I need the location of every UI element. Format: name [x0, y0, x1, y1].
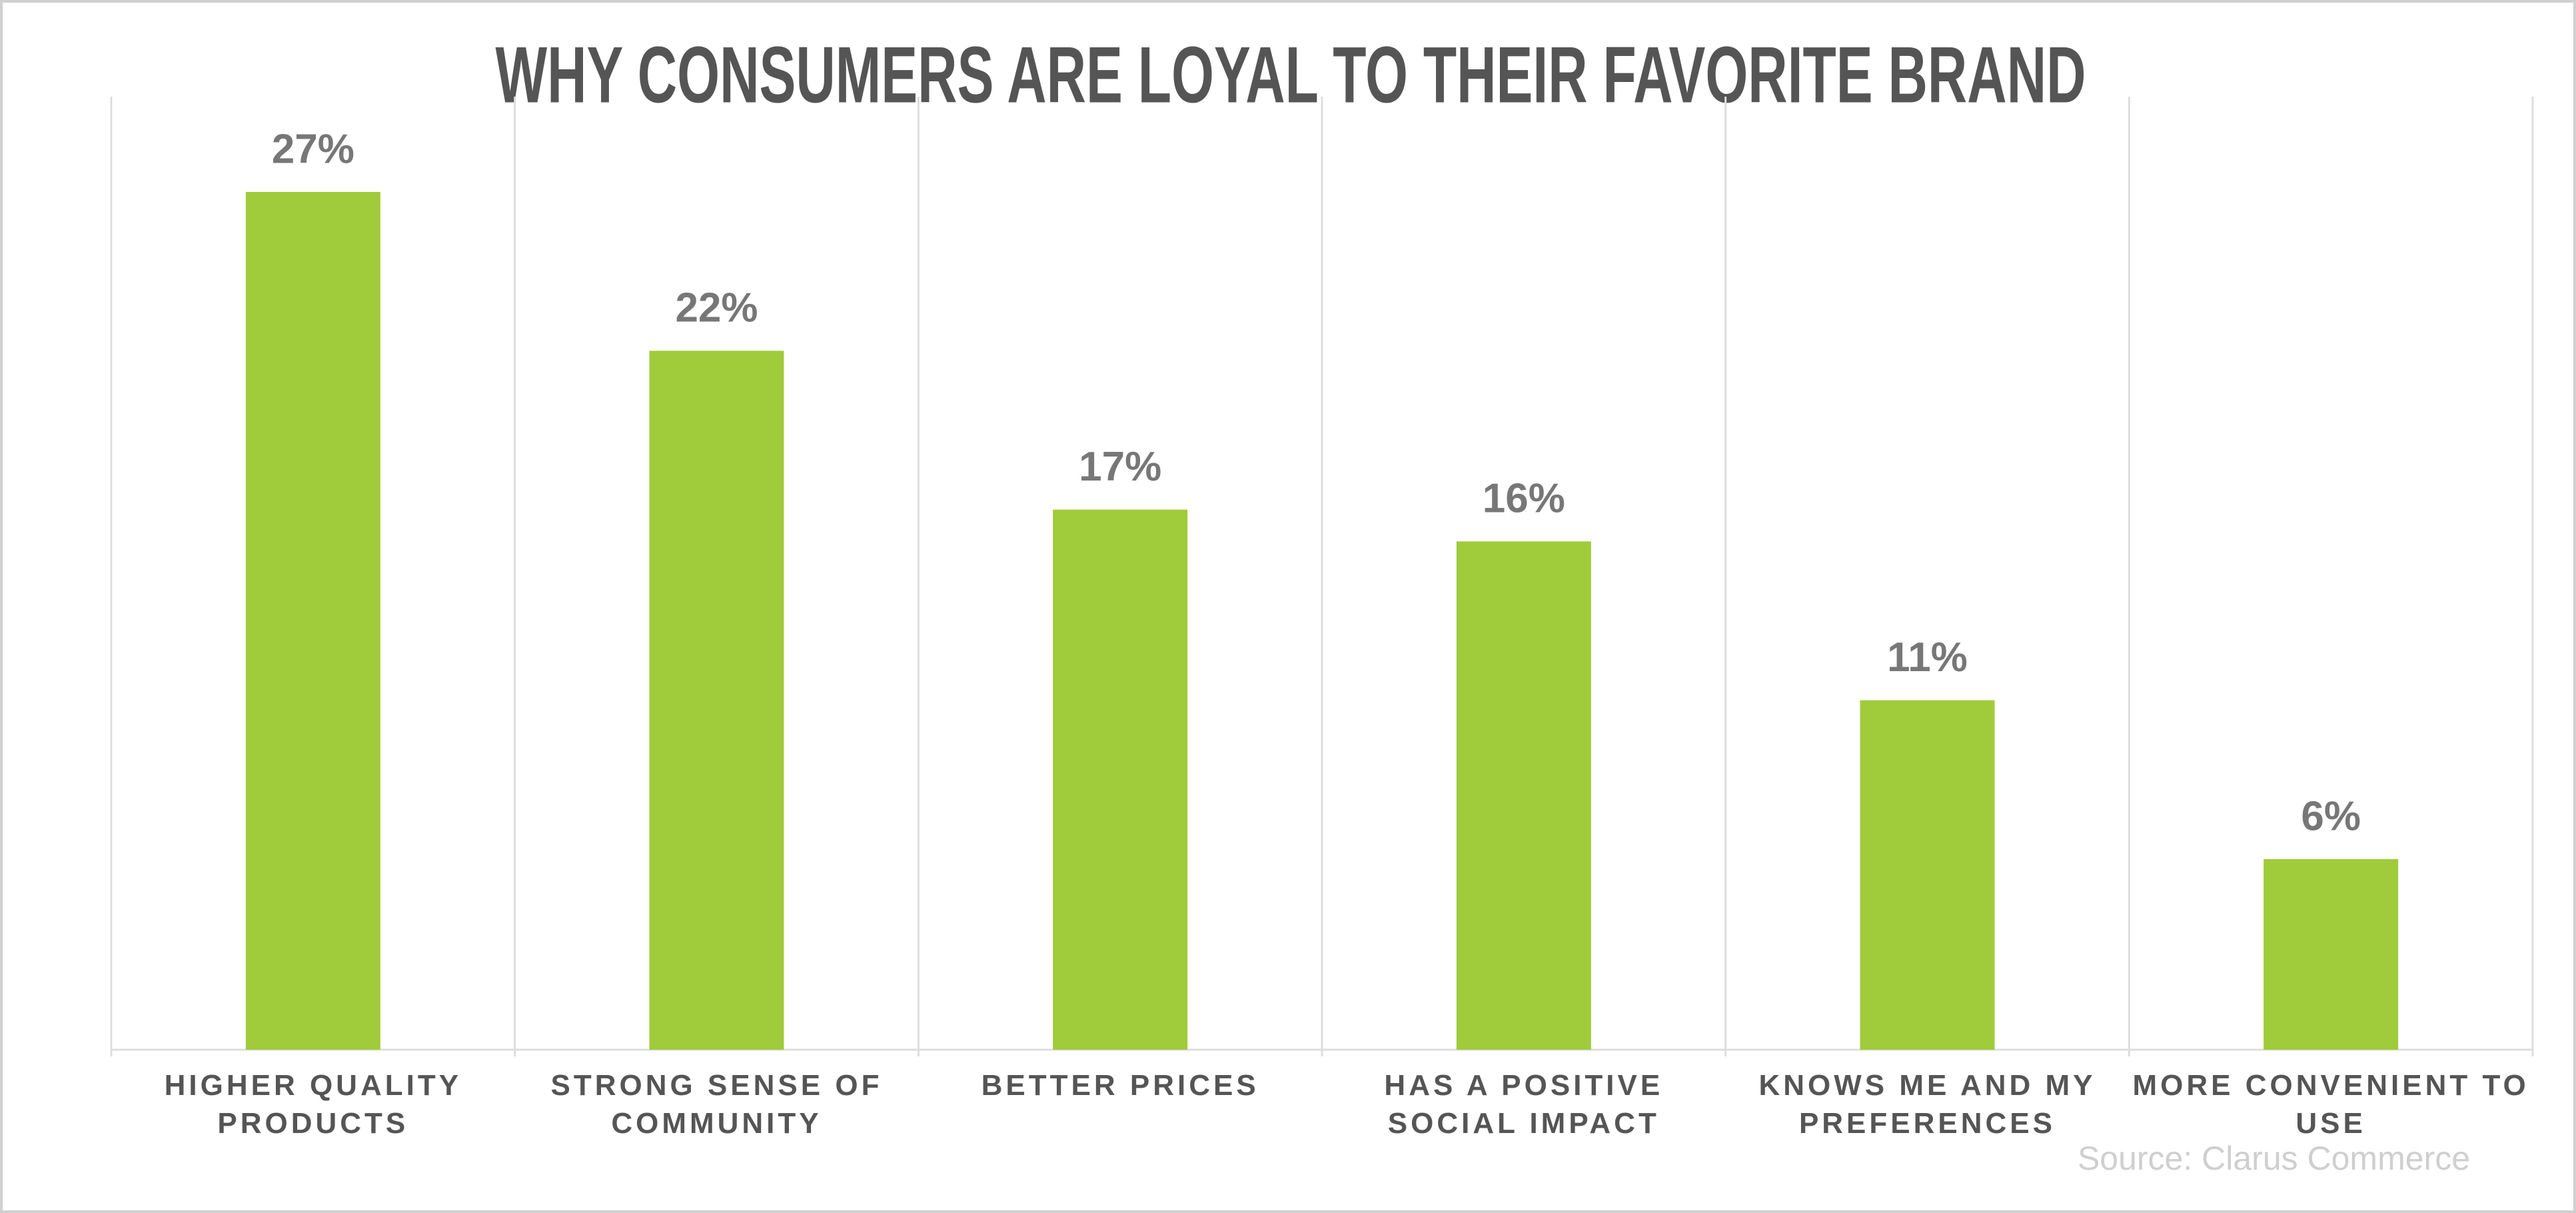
- bar: [2263, 859, 2399, 1050]
- x-tick-label: HAS A POSITIVE SOCIAL IMPACT: [1384, 1069, 1664, 1140]
- value-label: 27%: [272, 126, 354, 172]
- chart: WHY CONSUMERS ARE LOYAL TO THEIR FAVORIT…: [110, 31, 2534, 1056]
- value-label: 22%: [675, 285, 758, 331]
- x-tick-label: HIGHER QUALITY PRODUCTS: [164, 1069, 462, 1140]
- value-label: 11%: [1887, 634, 1968, 680]
- source-note: Source: Clarus Commerce: [2077, 1140, 2470, 1177]
- bar: [1053, 509, 1188, 1050]
- x-tick-label: KNOWS ME AND MY PREFERENCES: [1758, 1069, 2096, 1140]
- x-tick-label: MORE CONVENIENT TO USE: [2132, 1069, 2529, 1140]
- bar: [1860, 700, 1995, 1050]
- x-tick-label: STRONG SENSE OF COMMUNITY: [550, 1069, 883, 1140]
- bar: [245, 192, 380, 1050]
- value-label: 6%: [2301, 793, 2361, 839]
- x-tick-label: BETTER PRICES: [981, 1069, 1259, 1102]
- bar: [649, 351, 784, 1050]
- value-label: 16%: [1483, 476, 1565, 522]
- bar: [1456, 541, 1591, 1050]
- chart-title: WHY CONSUMERS ARE LOYAL TO THEIR FAVORIT…: [496, 31, 2086, 120]
- value-label: 17%: [1079, 444, 1161, 490]
